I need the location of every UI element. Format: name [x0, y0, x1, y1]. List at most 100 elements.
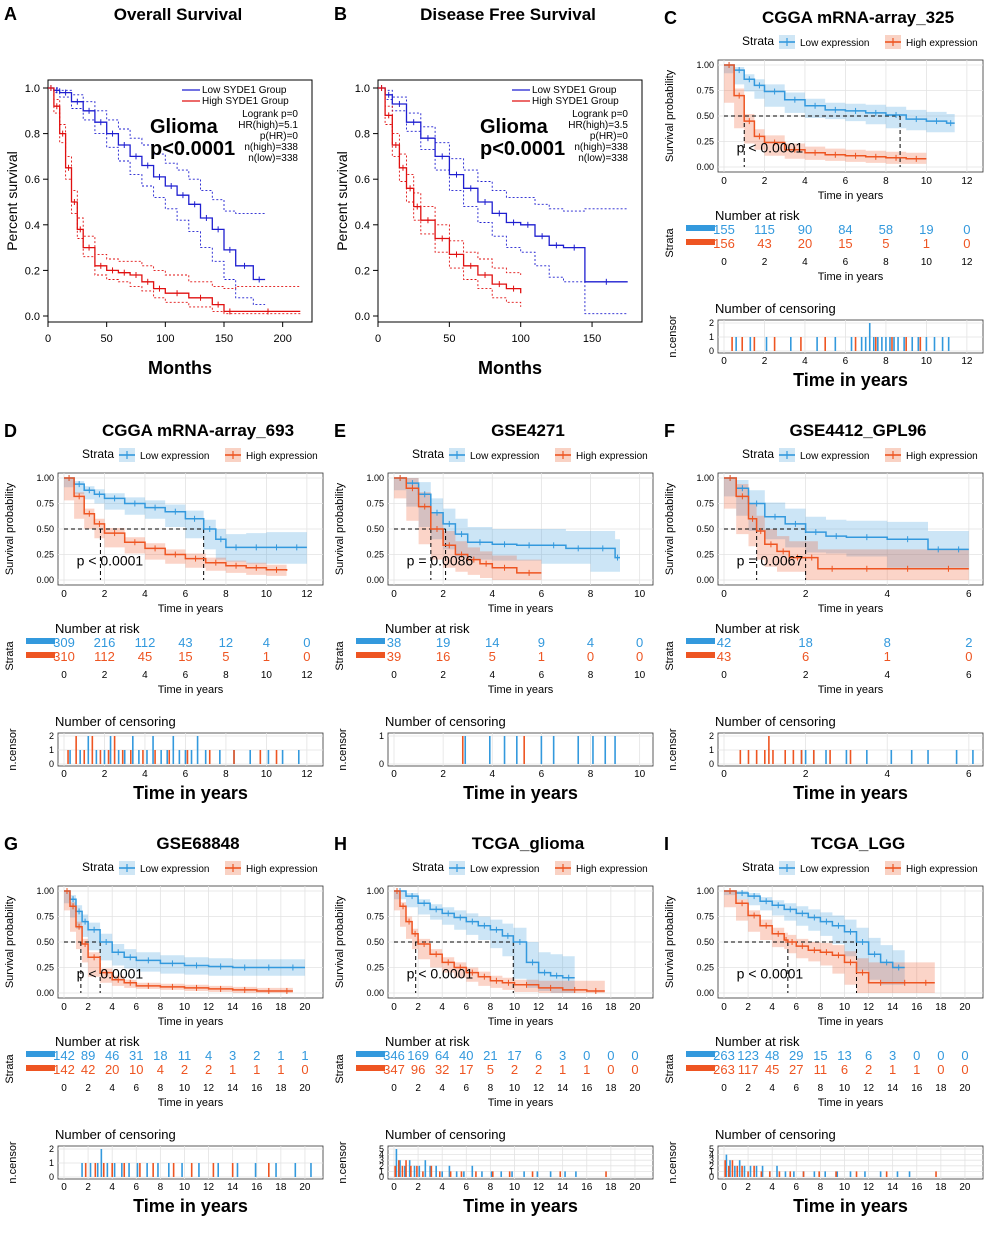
risk-count-high: 32 [435, 1062, 449, 1077]
legend-label: High expression [906, 451, 978, 462]
y-tick-label: 0.50 [696, 111, 714, 121]
panel-d-svg: D CGGA mRNA-array_693 Strata Low expression… [4, 421, 324, 803]
risk-x-tick-label: 6 [539, 670, 545, 681]
risk-x-tick-label: 2 [102, 670, 108, 681]
censor-x-tick-label: 4 [439, 1182, 445, 1193]
x-tick-label: 2 [440, 589, 446, 600]
x-tick-label: 0 [391, 1002, 397, 1013]
low-expression-ci-band [394, 478, 620, 572]
low-group-curve [378, 87, 628, 283]
risk-x-tick-label: 6 [464, 1083, 470, 1094]
x-axis-label: Time in years [818, 603, 884, 615]
risk-table-title: Number at risk [55, 1034, 140, 1049]
high-expression-curve [64, 890, 293, 992]
legend-title: Strata [412, 447, 444, 461]
censor-y-tick-label: 1 [49, 1158, 54, 1168]
y-tick-label: 0.6 [25, 174, 40, 186]
risk-x-tick-label: 8 [588, 670, 594, 681]
high-expression-series [394, 888, 605, 994]
risk-x-tick-label: 10 [261, 670, 273, 681]
censor-y-tick-label: 5 [709, 1144, 714, 1154]
high-expression-ci-band [394, 891, 605, 993]
x-tick-label: 12 [863, 1002, 875, 1013]
risk-count-low: 2 [965, 635, 972, 650]
risk-count-low: 29 [789, 1048, 803, 1063]
risk-count-high: 1 [913, 1062, 920, 1077]
legend-label: Low expression [140, 864, 209, 875]
legend-label: High expression [246, 864, 318, 875]
panel-i-svg: I TCGA_LGG Strata Low expression High expres… [664, 834, 984, 1216]
risk-x-tick-label: 16 [911, 1083, 923, 1094]
risk-x-tick-label: 0 [721, 1083, 727, 1094]
median-lines [724, 528, 807, 580]
risk-x-tick-label: 4 [109, 1083, 115, 1094]
x-tick-label: 10 [179, 1002, 191, 1013]
x-tick-label: 4 [769, 1002, 775, 1013]
risk-count-low: 18 [153, 1048, 167, 1063]
risk-x-axis-label: Time in years [818, 1097, 884, 1109]
censor-ylabel: n.censor [337, 728, 349, 771]
legend-label: Low expression [140, 451, 209, 462]
x-tick-label: 8 [588, 589, 594, 600]
risk-row-low-swatch [26, 1051, 55, 1057]
risk-x-tick-label: 0 [391, 670, 397, 681]
risk-x-tick-label: 20 [299, 1083, 311, 1094]
x-tick-label: 6 [134, 1002, 140, 1013]
y-tick-label: 0.50 [366, 937, 384, 947]
censor-x-tick-label: 10 [921, 356, 933, 367]
censor-y-tick-label: 4 [709, 1150, 714, 1160]
high-expression-series [64, 475, 288, 573]
high-expression-curve [724, 64, 927, 160]
y-tick-label: 1.00 [366, 886, 384, 896]
censor-x-tick-label: 4 [109, 1182, 115, 1193]
high-expression-series [394, 475, 542, 576]
legend-label: High expression [576, 451, 648, 462]
x-tick-label: 14 [887, 1002, 899, 1013]
high-group-curve [378, 87, 522, 294]
censor-y-tick-label: 5 [379, 1144, 384, 1154]
risk-count-low: 4 [587, 635, 594, 650]
high-expression-curve [724, 477, 969, 570]
x-tick-label: 0 [721, 1002, 727, 1013]
legend-title: Strata [742, 447, 774, 461]
risk-count-high: 2 [535, 1062, 542, 1077]
x-tick-label: 200 [273, 333, 291, 345]
y-tick-label: 0.25 [366, 550, 384, 560]
censor-x-tick-label: 18 [605, 1182, 617, 1193]
legend-title: Strata [742, 860, 774, 874]
risk-count-high: 15 [838, 236, 852, 251]
y-tick-label: 0.50 [696, 524, 714, 534]
stat-text: HR(high)=5.1 [238, 120, 298, 131]
panel-h: H TCGA_glioma Strata Low expression High exp… [330, 826, 659, 1239]
legend-label: Low expression [800, 38, 869, 49]
risk-count-low: 21 [483, 1048, 497, 1063]
y-tick-label: 0.00 [696, 575, 714, 585]
chart-title: GSE4412_GPL96 [789, 421, 926, 440]
risk-x-tick-label: 2 [745, 1083, 751, 1094]
censor-x-tick-label: 4 [489, 769, 495, 780]
risk-count-low: 0 [607, 1048, 614, 1063]
censor-x-tick-label: 2 [745, 1182, 751, 1193]
censor-x-tick-label: 6 [843, 356, 849, 367]
high-expression-ci-band [724, 891, 935, 993]
risk-count-low: 40 [459, 1048, 473, 1063]
high-group-series [48, 85, 301, 315]
risk-count-low: 0 [961, 1048, 968, 1063]
panel-a: A Overall Survival 0 50 100 150 200 0.0 0.2 0.4 0.… [0, 0, 329, 413]
panel-a-svg: A Overall Survival 0 50 100 150 200 0.0 0.2 0.4 0.… [4, 4, 313, 378]
y-axis-label: Survival probability [334, 482, 346, 575]
censor-x-tick-label: 14 [887, 1182, 899, 1193]
x-tick-label: 18 [605, 1002, 617, 1013]
median-lines [64, 528, 205, 580]
panel-e: E GSE4271 Strata Low expression High express… [330, 413, 659, 826]
censor-y-tick-label: 0 [709, 1172, 714, 1182]
censor-x-tick-label: 20 [959, 1182, 971, 1193]
low-group-ci-lower [48, 87, 266, 306]
panel-letter: G [4, 834, 18, 854]
x-tick-label: 10 [261, 589, 273, 600]
x-tick-label: 12 [961, 176, 973, 187]
censor-y-tick-label: 0 [709, 759, 714, 769]
risk-table-ylabel: Strata [664, 1053, 676, 1083]
risk-x-axis-label: Time in years [818, 684, 884, 696]
risk-x-tick-label: 6 [966, 670, 972, 681]
